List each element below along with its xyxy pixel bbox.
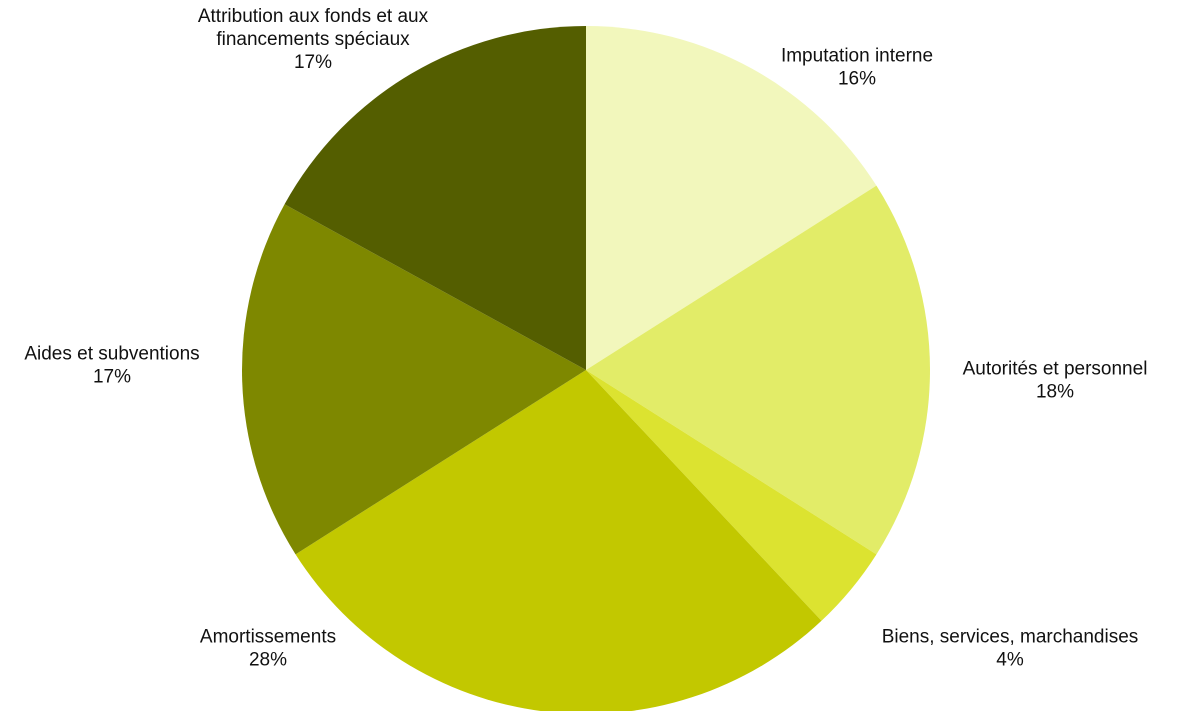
slice-value-label: 18% [1036, 382, 1074, 403]
slice-name-label: Autorités et personnel [963, 359, 1148, 380]
slice-value-label: 17% [294, 52, 332, 73]
slice-name-label: Imputation interne [781, 46, 933, 67]
pie-slice-autorites-et-personnel [586, 185, 930, 555]
pie-slice-biens-services-marchandises [586, 370, 877, 621]
slice-name-label: financements spéciaux [216, 29, 410, 50]
slice-name-label: Biens, services, marchandises [882, 627, 1139, 648]
slice-value-label: 28% [249, 650, 287, 671]
slice-value-label: 4% [996, 650, 1024, 671]
slice-label-group-attribution-aux-fonds-et-aux-financements-speciaux: Attribution aux fonds et auxfinancements… [198, 6, 429, 73]
slices-layer [242, 26, 930, 711]
pie-slice-aides-et-subventions [242, 204, 586, 555]
slice-name-label: Attribution aux fonds et aux [198, 6, 429, 27]
pie-slice-imputation-interne [586, 26, 877, 370]
pie-slice-amortissements [295, 370, 822, 711]
pie-slice-attribution-aux-fonds-et-aux-financements-speciaux [284, 26, 586, 370]
slice-name-label: Aides et subventions [24, 344, 199, 365]
slice-value-label: 17% [93, 367, 131, 388]
slice-value-label: 16% [838, 69, 876, 90]
slice-name-label: Amortissements [200, 627, 336, 648]
